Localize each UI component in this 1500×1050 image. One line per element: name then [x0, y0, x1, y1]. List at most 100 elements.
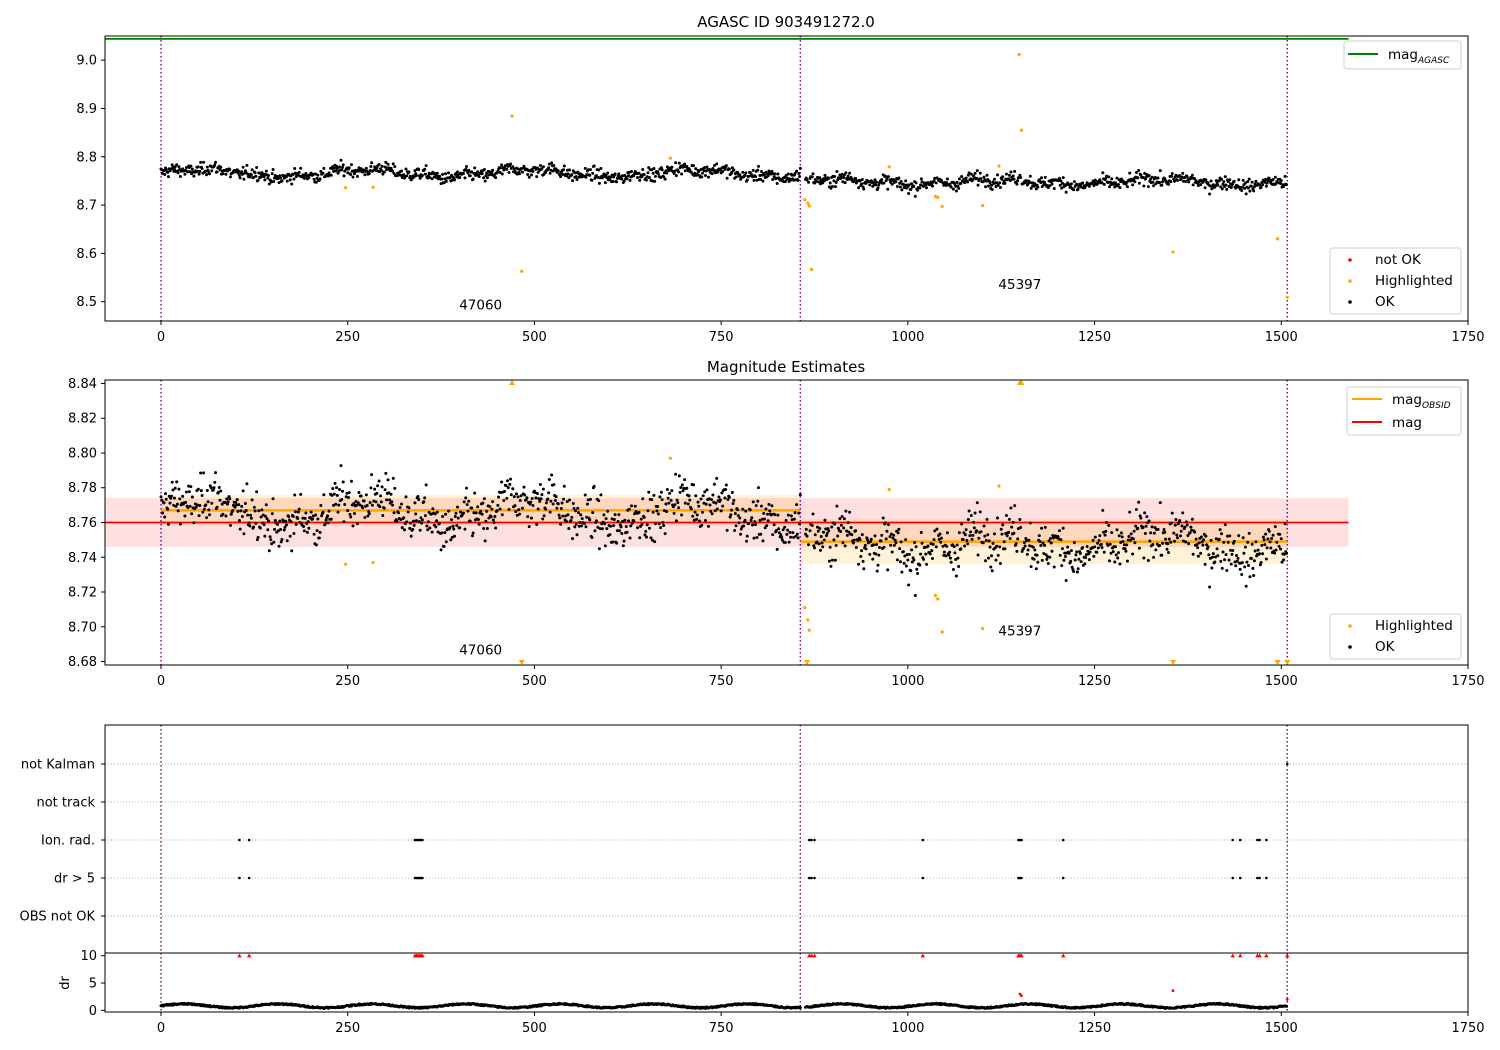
ok-point [674, 472, 678, 476]
ok-point [1128, 510, 1132, 514]
ok-point [683, 162, 687, 166]
ok-point [168, 501, 172, 505]
ok-point [283, 525, 287, 529]
ok-point [833, 558, 837, 562]
ok-point [461, 171, 465, 175]
ok-point [1137, 181, 1141, 185]
x-tick-label: 1000 [891, 674, 924, 689]
ok-point [348, 512, 352, 516]
x-tick-label: 500 [522, 1021, 547, 1036]
ok-point [662, 175, 666, 179]
plot-frame [104, 952, 1469, 1013]
ok-point [751, 523, 755, 527]
ok-point [712, 163, 716, 167]
ok-point [317, 536, 321, 540]
ok-point [505, 496, 509, 500]
ok-point [423, 167, 427, 171]
ok-point [662, 509, 666, 513]
ok-point [925, 186, 929, 190]
ok-point [1116, 182, 1120, 186]
ok-point [482, 167, 486, 171]
ok-point [996, 183, 1000, 187]
ok-point [423, 514, 427, 518]
ok-point [1220, 177, 1224, 181]
ok-point [889, 543, 893, 547]
ok-point [652, 493, 656, 497]
y-tick-label: 8.80 [68, 446, 97, 461]
ok-point [205, 488, 209, 492]
flag-point [813, 838, 816, 842]
ok-point [1260, 543, 1264, 547]
ok-point [312, 177, 316, 181]
ok-point [551, 169, 555, 173]
ok-point [444, 512, 448, 516]
legend-sub-agasc: AGASC [1417, 56, 1450, 66]
ok-point [759, 177, 763, 181]
ok-point [1148, 539, 1152, 543]
ok-point [1181, 511, 1185, 515]
ok-point [1152, 184, 1156, 188]
ok-point [1174, 173, 1178, 177]
ok-point [945, 544, 949, 548]
ok-point [273, 527, 277, 531]
ok-point [484, 519, 488, 523]
ok-point [925, 562, 929, 566]
ok-point [721, 504, 725, 508]
ok-point [198, 169, 202, 173]
ok-point [742, 524, 746, 528]
ok-point [388, 498, 392, 502]
ok-point [1215, 547, 1219, 551]
ok-point [278, 519, 282, 523]
ok-point [450, 518, 454, 522]
ok-point [393, 486, 397, 490]
ok-point [840, 514, 844, 518]
ok-point [637, 510, 641, 514]
ok-point [579, 513, 583, 517]
ok-point [725, 176, 729, 180]
flag-point [247, 838, 251, 842]
ok-point [560, 501, 564, 505]
ok-point [291, 172, 295, 176]
ok-point [588, 518, 592, 522]
ok-point [632, 519, 636, 523]
ok-point [1150, 175, 1154, 179]
ok-point [1252, 574, 1256, 578]
ok-point [668, 491, 672, 495]
ok-point [975, 529, 979, 533]
ok-point [1262, 538, 1266, 542]
ok-point [755, 536, 759, 540]
ok-point [1268, 540, 1272, 544]
ok-point [1079, 560, 1083, 564]
ok-point [724, 488, 728, 492]
ok-point [854, 529, 858, 533]
ok-point [279, 540, 283, 544]
ok-point [886, 175, 890, 179]
ok-point [909, 569, 913, 573]
ok-point [456, 173, 460, 177]
ok-point [699, 168, 703, 172]
ok-point [476, 505, 480, 509]
ok-point [786, 513, 790, 517]
ok-point [1264, 177, 1268, 181]
ok-point [163, 173, 167, 177]
ok-point [784, 518, 788, 522]
ok-point [673, 503, 677, 507]
ok-point [783, 180, 787, 184]
ok-point [290, 182, 294, 186]
ok-point [530, 496, 534, 500]
ok-point [527, 175, 531, 179]
ok-point [928, 552, 932, 556]
ok-point [248, 175, 252, 179]
ok-point [441, 515, 445, 519]
ok-point [573, 525, 577, 529]
ok-point [1273, 551, 1277, 555]
ok-point [490, 507, 494, 511]
ok-point [580, 517, 584, 521]
ok-point [593, 529, 597, 533]
ok-point [450, 535, 454, 539]
ok-point [1028, 174, 1032, 178]
ok-point [945, 181, 949, 185]
ok-point [992, 532, 996, 536]
ok-point [567, 526, 571, 530]
ok-point [687, 494, 691, 498]
